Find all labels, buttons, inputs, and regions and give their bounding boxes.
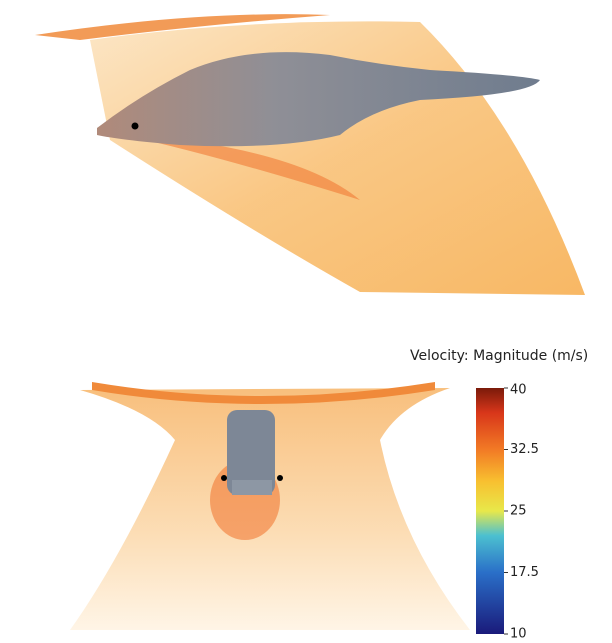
tick-label: 40 <box>510 383 527 398</box>
tick-label: 32.5 <box>510 442 539 457</box>
front-view <box>70 382 470 630</box>
tick-label: 10 <box>510 627 527 642</box>
side-view <box>35 14 585 295</box>
tick-label: 17.5 <box>510 565 539 580</box>
figure: Velocity: Magnitude (m/s) 40 32.5 25 17.5 10 <box>0 0 612 643</box>
colorbar-scale <box>476 388 504 634</box>
colorbar-ticks: 40 32.5 25 17.5 10 <box>504 383 539 642</box>
colorbar-title: Velocity: Magnitude (m/s) <box>410 348 588 364</box>
tick-label: 25 <box>510 504 527 519</box>
